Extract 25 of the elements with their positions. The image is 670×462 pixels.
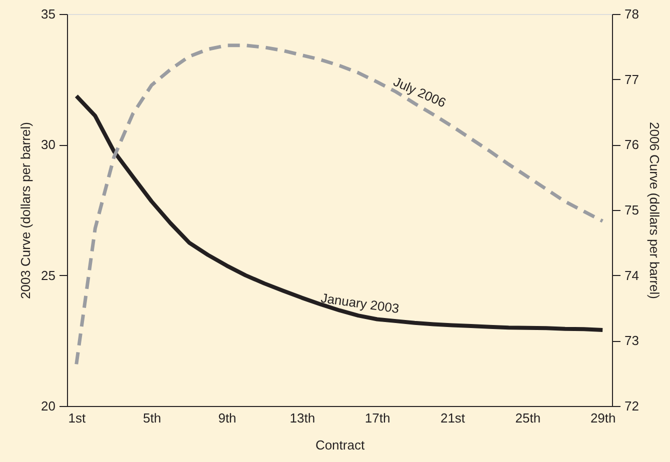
- x-tick-label: 1st: [68, 410, 86, 426]
- x-tick-label: 29th: [590, 410, 616, 426]
- text: July 2006: [391, 74, 448, 110]
- y2-tick-label: 72: [624, 398, 639, 414]
- y2-tick-label: 77: [624, 72, 639, 87]
- text: January 2003: [320, 290, 400, 316]
- x-tick-label: 25th: [515, 410, 541, 426]
- x-tick-label: 13th: [290, 410, 316, 426]
- y2-tick-label: 73: [624, 333, 639, 348]
- x-tick-label: 9th: [218, 410, 236, 426]
- line-series: [74, 44, 604, 366]
- y-tick-label: 20: [41, 398, 56, 414]
- y-tick-label: 35: [41, 6, 56, 22]
- x-tick-label: 21st: [440, 410, 466, 426]
- y-tick-label: 25: [41, 268, 56, 283]
- x-tick-label: 5th: [143, 410, 162, 426]
- x-axis-title: Contract: [315, 438, 365, 452]
- y-axis-title: 2003 Curve (dollars per barrel): [18, 122, 34, 300]
- y2-axis-title: 2006 Curve (dollars per barrel): [646, 122, 662, 300]
- y2-tick-label: 75: [624, 202, 639, 218]
- x-tick-label: 17th: [364, 410, 390, 426]
- y2-tick-label: 78: [624, 6, 639, 22]
- y2-tick-label: 76: [624, 137, 639, 152]
- y2-tick-label: 74: [624, 268, 639, 283]
- y-tick-label: 30: [41, 137, 56, 152]
